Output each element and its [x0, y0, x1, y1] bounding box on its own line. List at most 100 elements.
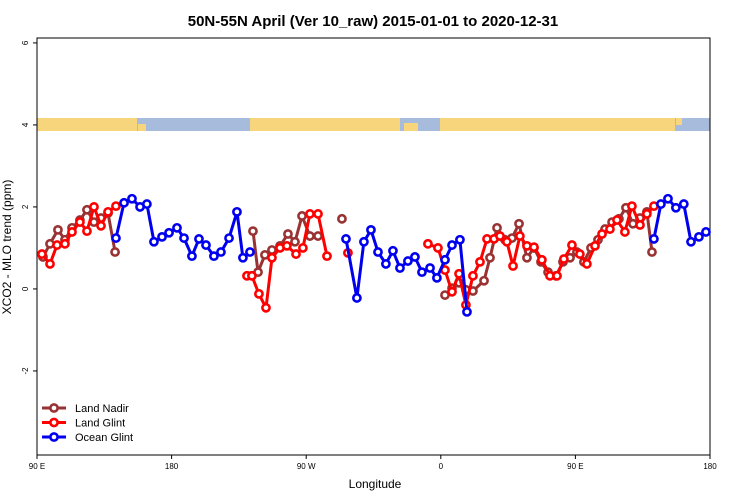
data-point	[635, 220, 645, 230]
data-point	[216, 247, 226, 257]
y-axis-label: XCO2 - MLO trend (ppm)	[0, 180, 14, 315]
data-point	[209, 251, 219, 262]
legend-marker	[49, 403, 59, 413]
legend-label: Land Glint	[75, 418, 125, 430]
land-ocean-band	[37, 118, 710, 131]
data-point	[201, 240, 211, 250]
legend-marker	[49, 432, 59, 442]
data-point	[425, 263, 435, 273]
data-point	[267, 252, 277, 263]
data-point	[558, 254, 569, 264]
data-point	[641, 209, 652, 219]
data-point	[164, 227, 174, 238]
data-point	[111, 233, 121, 243]
data-point	[305, 209, 315, 219]
data-point	[305, 231, 315, 241]
data-point	[447, 240, 457, 250]
land-strip	[404, 123, 418, 131]
data-point	[440, 254, 450, 265]
land-strip	[37, 118, 137, 131]
data-point	[142, 199, 152, 209]
data-point	[605, 224, 615, 234]
data-point	[127, 193, 137, 204]
data-point	[395, 263, 405, 273]
data-point	[313, 209, 323, 219]
data-point	[701, 227, 711, 237]
data-point	[45, 259, 55, 269]
y-tick-label: 2	[21, 204, 30, 209]
data-point	[462, 306, 472, 317]
data-point	[238, 252, 248, 263]
data-point	[103, 206, 113, 217]
data-point	[627, 201, 637, 212]
data-point	[502, 236, 512, 247]
data-point	[52, 240, 62, 250]
data-point	[455, 234, 465, 245]
data-point	[388, 245, 398, 256]
data-point	[649, 234, 659, 244]
data-point	[612, 215, 622, 225]
land-strip	[676, 118, 682, 125]
data-point	[574, 249, 585, 259]
data-point	[351, 293, 362, 303]
land-strip	[250, 118, 400, 131]
data-point	[110, 247, 120, 257]
data-point	[671, 202, 681, 213]
data-point	[89, 202, 99, 212]
data-point	[597, 229, 607, 239]
data-point	[157, 231, 167, 242]
data-point	[536, 254, 547, 265]
data-point	[620, 227, 630, 237]
y-tick-label: 0	[21, 286, 30, 291]
data-point	[663, 193, 673, 204]
x-tick-label: 180	[165, 462, 179, 471]
data-point	[194, 234, 204, 244]
data-point	[552, 270, 562, 281]
data-point	[432, 272, 442, 283]
data-point	[381, 259, 391, 269]
data-point	[514, 218, 524, 229]
data-point	[410, 252, 420, 262]
data-point	[515, 231, 525, 241]
x-tick-label: 90 W	[297, 462, 316, 471]
data-point	[313, 231, 323, 241]
data-point	[247, 270, 257, 281]
data-point	[37, 249, 47, 259]
data-point	[694, 231, 704, 242]
data-point	[447, 286, 457, 297]
data-point	[119, 197, 129, 208]
legend-marker	[49, 417, 59, 428]
data-point	[508, 261, 518, 271]
data-point	[366, 224, 376, 235]
land-strip	[138, 124, 146, 131]
data-point	[179, 233, 189, 243]
data-point	[96, 220, 106, 231]
y-tick-label: 4	[21, 122, 30, 127]
x-tick-label: 90 E	[567, 462, 583, 471]
data-point	[359, 236, 369, 247]
data-point	[475, 256, 485, 267]
data-point	[283, 229, 293, 239]
data-point	[111, 201, 121, 212]
data-point	[337, 213, 347, 224]
data-point	[322, 251, 332, 262]
data-point	[373, 247, 383, 257]
y-tick-label: 6	[21, 40, 30, 45]
data-point	[261, 302, 271, 313]
data-point	[567, 240, 577, 250]
data-point	[297, 211, 307, 221]
data-point	[248, 226, 258, 237]
data-point	[298, 243, 308, 253]
data-point	[82, 226, 92, 237]
data-point	[232, 206, 242, 217]
data-point	[67, 227, 77, 237]
data-point	[417, 267, 427, 278]
data-point	[187, 251, 197, 262]
x-tick-label: 180	[703, 462, 717, 471]
data-point	[492, 222, 502, 233]
data-point	[495, 231, 505, 241]
data-point	[423, 238, 433, 249]
data-point	[291, 249, 301, 259]
data-point	[479, 275, 489, 286]
